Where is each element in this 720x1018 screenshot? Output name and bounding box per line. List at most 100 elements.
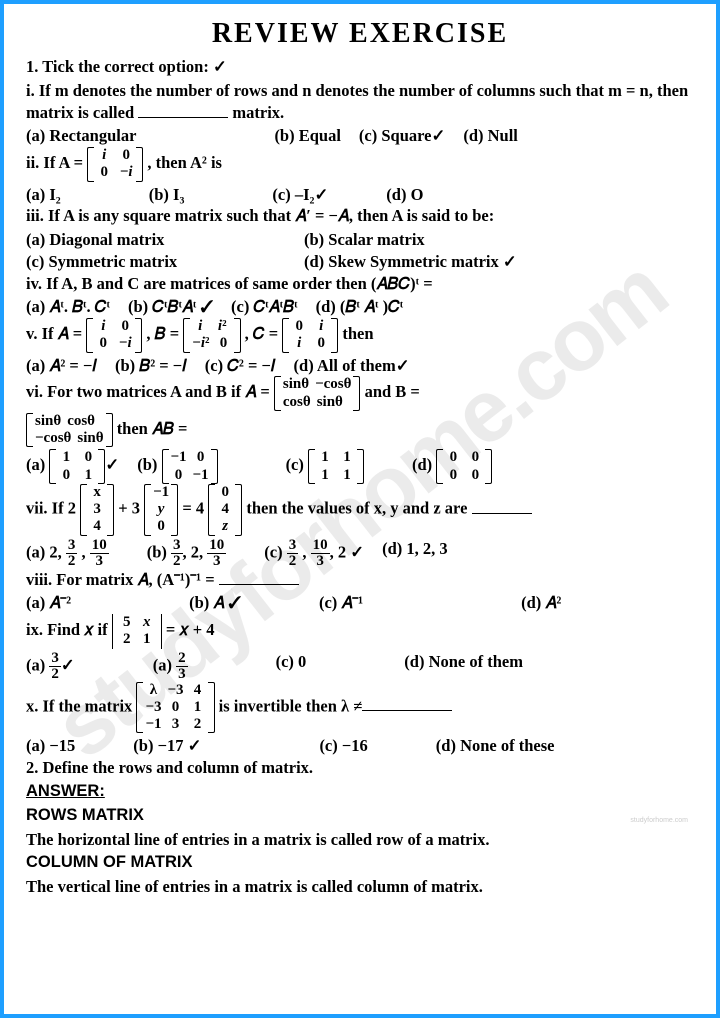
opt-b: (b) I₃ <box>149 184 185 206</box>
matrix: sinθ−cosθcosθsinθ <box>274 376 361 411</box>
tick-icon: ✓ <box>314 185 328 204</box>
q1-ii-then: , then A² is <box>147 153 222 172</box>
tick-icon: ✓ <box>201 297 213 316</box>
matrix: λ−34−301−132 <box>136 682 214 734</box>
matrix: 0000 <box>436 449 492 484</box>
opt-a: (a) 𝐴⁻² <box>26 592 71 614</box>
opt-b: (b) −17 ✓ <box>133 735 201 757</box>
matrix: −1y0 <box>144 484 178 536</box>
page: studyforhome.com studyforhome.com REVIEW… <box>0 0 720 1018</box>
tick-icon: ✓ <box>61 655 75 674</box>
q1-v-opts: (a) 𝐴² = −𝐼 (b) 𝐵² = −𝐼 (c) 𝐶² = −𝐼 (d) … <box>26 355 694 377</box>
q1-i: i. If m denotes the number of rows and n… <box>26 80 694 124</box>
q1-i-tail: matrix. <box>232 103 284 122</box>
opt-c: (c) −16 <box>319 735 367 757</box>
tail: is invertible then λ ≠ <box>219 696 363 715</box>
tick-icon: ✓ <box>228 593 240 612</box>
blank <box>138 102 228 118</box>
q1-ii: ii. If A = i0 0−i , then A² is <box>26 147 694 182</box>
plus: + 3 <box>118 499 140 518</box>
q1-iv: iv. If A, B and C are matrices of same o… <box>26 273 694 295</box>
opt-a: (a) −15 <box>26 735 75 757</box>
tail: then 𝐴𝐵 = <box>117 419 188 438</box>
q1-v: v. If 𝐴 = i00−i , 𝐵 = ii²−i²0 , 𝐶 = 0ii0… <box>26 318 694 353</box>
blank <box>472 498 532 514</box>
opt-b: (b) Scalar matrix <box>304 229 425 251</box>
tick-icon: ✓ <box>188 736 202 755</box>
mid: , 𝐵 = <box>146 324 179 343</box>
q1-vi-2: sinθcosθ−cosθsinθ then 𝐴𝐵 = <box>26 413 694 448</box>
opt-d: (d) 1, 2, 3 <box>382 538 448 569</box>
opt-d: (d) All of them✓ <box>294 355 410 377</box>
determinant: 5x21 <box>112 614 162 649</box>
opt-c: (c) Symmetric matrix <box>26 251 286 273</box>
mid: and B = <box>365 382 420 401</box>
opt-a2: (a) 23 <box>153 651 188 682</box>
opt-b: (b) 𝐵² = −𝐼 <box>115 355 187 377</box>
rows-head: ROWS MATRIX <box>26 805 694 827</box>
tail: = 𝑥 + 4 <box>166 620 215 639</box>
q1-vii-opts: (a) 2, 32 , 103 (b) 32, 2, 103 (c) 32 , … <box>26 538 694 569</box>
opt-d: (d) (𝐵ᵗ 𝐴ᵗ )𝐶ᵗ <box>316 296 404 318</box>
lead: vi. For two matrices A and B if 𝐴 = <box>26 382 270 401</box>
opt-c: (c) 1111 <box>286 449 364 484</box>
tail: then the values of x, y and z are <box>246 499 467 518</box>
matrix: −100−1 <box>162 449 218 484</box>
mid: , 𝐶 = <box>245 324 278 343</box>
opt-d: (d) None of them <box>404 651 523 682</box>
opt-a: (a) Rectangular <box>26 125 136 147</box>
opt-a: (a) 𝐴ᵗ. 𝐵ᵗ. 𝐶ᵗ <box>26 296 110 318</box>
opt-a: (a) Diagonal matrix <box>26 229 286 251</box>
eq: = 4 <box>182 499 204 518</box>
col-head: COLUMN OF MATRIX <box>26 852 694 874</box>
opt-c: (c) 0 <box>276 651 307 682</box>
matrix: i00−i <box>86 318 142 353</box>
then: then <box>342 324 373 343</box>
opt-c: (c) 𝐶ᵗ𝐴ᵗ𝐵ᵗ <box>231 296 298 318</box>
q1-ix: ix. Find 𝑥 if 5x21 = 𝑥 + 4 <box>26 614 694 649</box>
opt-a: (a) 𝐴² = −𝐼 <box>26 355 97 377</box>
q2: 2. Define the rows and column of matrix. <box>26 757 694 779</box>
q1-x-opts: (a) −15 (b) −17 ✓ (c) −16 (d) None of th… <box>26 735 694 757</box>
q1-iii-opts2: (c) Symmetric matrix (d) Skew Symmetric … <box>26 251 694 273</box>
matrix: i0 0−i <box>87 147 143 182</box>
opt-d: (d) O <box>386 184 423 206</box>
opt-b: (b) 𝐶ᵗ𝐵ᵗ𝐴ᵗ ✓ <box>128 296 213 318</box>
matrix: 1001 <box>49 449 105 484</box>
opt-b: (b) −100−1 <box>137 449 217 484</box>
opt-b: (b) Equal <box>274 125 340 147</box>
q1-iv-opts: (a) 𝐴ᵗ. 𝐵ᵗ. 𝐶ᵗ (b) 𝐶ᵗ𝐵ᵗ𝐴ᵗ ✓ (c) 𝐶ᵗ𝐴ᵗ𝐵ᵗ (… <box>26 296 694 318</box>
text: viii. For matrix 𝐴, (A⁻¹)⁻¹ = <box>26 570 215 589</box>
opt-d: (d) 0000 <box>412 449 492 484</box>
col-text: The vertical line of entries in a matrix… <box>26 876 694 898</box>
opt-b: (b) 32, 2, 103 <box>147 538 227 569</box>
q1-ii-lead: ii. If A = <box>26 153 83 172</box>
opt-c: (c) 32 , 103, 2 ✓ <box>264 538 364 569</box>
opt-c: (c) –I₂✓ <box>272 184 328 206</box>
q1-ii-opts: (a) I₂ (b) I₃ (c) –I₂✓ (d) O <box>26 184 694 206</box>
q1-iii-opts: (a) Diagonal matrix (b) Scalar matrix <box>26 229 694 251</box>
q1-iii: iii. If A is any square matrix such that… <box>26 205 694 227</box>
opt-d: (d) None of these <box>436 735 555 757</box>
opt-d: (d) Null <box>463 125 518 147</box>
q1-vi-opts: (a) 1001✓ (b) −100−1 (c) 1111 (d) 0000 <box>26 449 694 484</box>
credit: studyforhome.com <box>630 817 688 824</box>
page-title: REVIEW EXERCISE <box>26 18 694 50</box>
q1-viii: viii. For matrix 𝐴, (A⁻¹)⁻¹ = <box>26 569 694 591</box>
matrix: 0ii0 <box>282 318 338 353</box>
lead: x. If the matrix <box>26 696 132 715</box>
opt-c: (c) 𝐴⁻¹ <box>319 592 363 614</box>
blank <box>219 569 299 585</box>
opt-c: (c) 𝐶² = −𝐼 <box>205 355 276 377</box>
matrix: 04z <box>208 484 242 536</box>
matrix: sinθcosθ−cosθsinθ <box>26 413 113 448</box>
tick-icon: ✓ <box>350 542 364 561</box>
opt-d: (d) Skew Symmetric matrix ✓ <box>304 251 517 273</box>
opt-a: (a) 2, 32 , 103 <box>26 538 109 569</box>
q1-viii-opts: (a) 𝐴⁻² (b) 𝐴 ✓ (c) 𝐴⁻¹ (d) 𝐴² <box>26 592 694 614</box>
lead: ix. Find 𝑥 if <box>26 620 108 639</box>
matrix: x34 <box>80 484 114 536</box>
tick-icon: ✓ <box>105 455 119 474</box>
matrix: 1111 <box>308 449 364 484</box>
rows-text: The horizontal line of entries in a matr… <box>26 829 694 851</box>
